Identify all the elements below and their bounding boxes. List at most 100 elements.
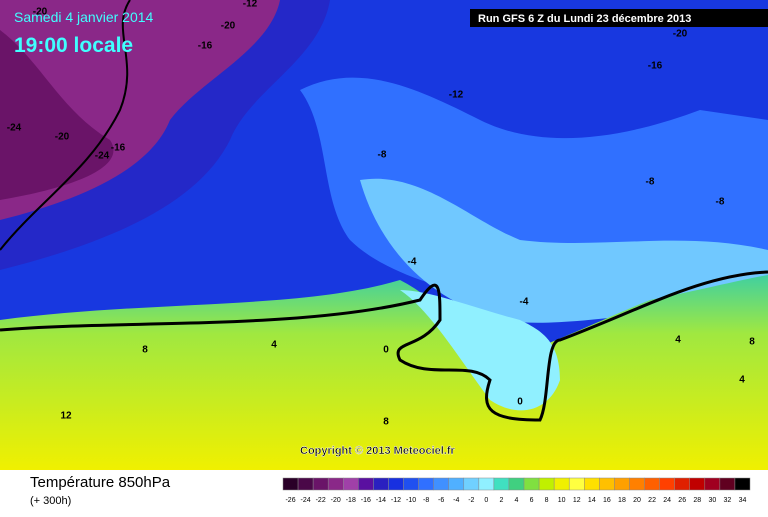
- legend-swatch: [388, 477, 404, 491]
- legend-label: 24: [663, 497, 671, 504]
- legend-swatch: [719, 477, 736, 491]
- legend-swatch: [674, 477, 690, 491]
- isotherm: [0, 0, 131, 251]
- legend-label: -10: [406, 497, 416, 504]
- contour-label: 0: [517, 397, 523, 408]
- date: Samedi 4 janvier 2014: [14, 9, 154, 25]
- contour-label: -12: [243, 0, 258, 10]
- legend-swatch: [508, 477, 525, 491]
- legend-swatch: [584, 477, 600, 491]
- footer-title: Température 850hPa: [30, 474, 171, 491]
- legend-swatch: [282, 477, 299, 491]
- contour-label: -16: [648, 61, 663, 72]
- legend-label: -2: [468, 497, 474, 504]
- legend-label: 16: [603, 497, 611, 504]
- copyright: Copyright © 2013 Meteociel.fr: [300, 445, 456, 457]
- legend-label: 4: [515, 497, 519, 504]
- legend-label: 12: [573, 497, 581, 504]
- legend-label: 34: [739, 497, 747, 504]
- zero-isotherm: [0, 270, 768, 422]
- legend-label: -14: [376, 497, 386, 504]
- contour-label: 8: [142, 345, 148, 356]
- legend-swatch: [644, 477, 660, 491]
- legend-swatch: [418, 477, 434, 491]
- legend-swatch: [403, 477, 419, 491]
- legend-label: 30: [708, 497, 716, 504]
- legend-swatch: [327, 477, 344, 491]
- contour-label: -12: [449, 90, 464, 101]
- legend-label: -26: [285, 497, 295, 504]
- contour-label: -8: [646, 177, 655, 188]
- legend-label: 6: [530, 497, 534, 504]
- contour-label: -4: [408, 257, 417, 268]
- legend-swatch: [478, 477, 495, 491]
- legend-swatch: [629, 477, 645, 491]
- contour-label: -20: [33, 7, 48, 18]
- time: 19:00 locale: [14, 34, 133, 57]
- contour-label: 0: [383, 345, 389, 356]
- contour-label: -4: [520, 297, 529, 308]
- contour-label: -20: [673, 29, 688, 40]
- contour-label: 4: [675, 335, 681, 346]
- contour-label: -8: [716, 197, 725, 208]
- footer-subtitle: (+ 300h): [30, 495, 71, 507]
- contour-label: -20: [221, 21, 236, 32]
- legend-label: -24: [301, 497, 311, 504]
- legend-label: 32: [724, 497, 732, 504]
- legend-swatch: [493, 477, 510, 491]
- run-banner: [470, 9, 768, 27]
- contour-label: -20: [55, 132, 70, 143]
- legend-swatch: [689, 477, 706, 491]
- legend-label: -4: [453, 497, 459, 504]
- legend-label: 10: [558, 497, 566, 504]
- legend-swatch: [538, 477, 555, 491]
- color-legend: -26 -24 -22 -20 -18 -16 -14 -12 -10 -8 -6 -4 -2 0 2 4 6 8…: [282, 477, 751, 504]
- legend-label: -6: [438, 497, 444, 504]
- contour-label: 4: [739, 375, 745, 386]
- contour-label: 8: [749, 337, 755, 348]
- legend-label: 18: [618, 497, 626, 504]
- legend-label: -18: [346, 497, 356, 504]
- legend-label: 26: [678, 497, 686, 504]
- legend-label: 28: [693, 497, 701, 504]
- legend-swatch: [659, 477, 675, 491]
- mild-region: [360, 178, 768, 323]
- run-info: Run GFS 6 Z du Lundi 23 décembre 2013: [478, 13, 691, 25]
- map: [0, 0, 768, 470]
- legend-swatch: [433, 477, 449, 491]
- contour-label: -16: [198, 41, 213, 52]
- legend-swatch: [614, 477, 630, 491]
- contour-label: -24: [95, 151, 110, 162]
- legend-swatch: [734, 477, 751, 491]
- footer: [0, 470, 768, 512]
- contour-label: 12: [60, 411, 72, 422]
- legend-swatch: [343, 477, 359, 491]
- legend-swatch: [704, 477, 721, 491]
- legend-label: -22: [316, 497, 326, 504]
- legend-swatch: [448, 477, 465, 491]
- contour-label: -24: [7, 123, 22, 134]
- legend-label: -8: [423, 497, 429, 504]
- legend-label: -12: [391, 497, 401, 504]
- legend-swatch: [553, 477, 570, 491]
- legend-label: -20: [331, 497, 341, 504]
- legend-swatch: [463, 477, 480, 491]
- legend-label: 22: [648, 497, 656, 504]
- contour-label: -16: [111, 143, 126, 154]
- contour-label: -8: [378, 150, 387, 161]
- legend-swatch: [373, 477, 389, 491]
- legend-swatch: [599, 477, 615, 491]
- legend-label: 8: [545, 497, 549, 504]
- legend-label: 14: [588, 497, 596, 504]
- legend-label: -16: [361, 497, 371, 504]
- contour-labels: -20-12-20-16-20-16-12-24-20-24-16-8-8-8-…: [7, 0, 755, 428]
- legend-swatch: [297, 477, 314, 491]
- legend-swatch: [312, 477, 329, 491]
- legend-swatch: [568, 477, 585, 491]
- legend-label: 20: [633, 497, 641, 504]
- contour-label: 4: [271, 340, 277, 351]
- legend-swatch: [523, 477, 540, 491]
- contour-label: 8: [383, 417, 389, 428]
